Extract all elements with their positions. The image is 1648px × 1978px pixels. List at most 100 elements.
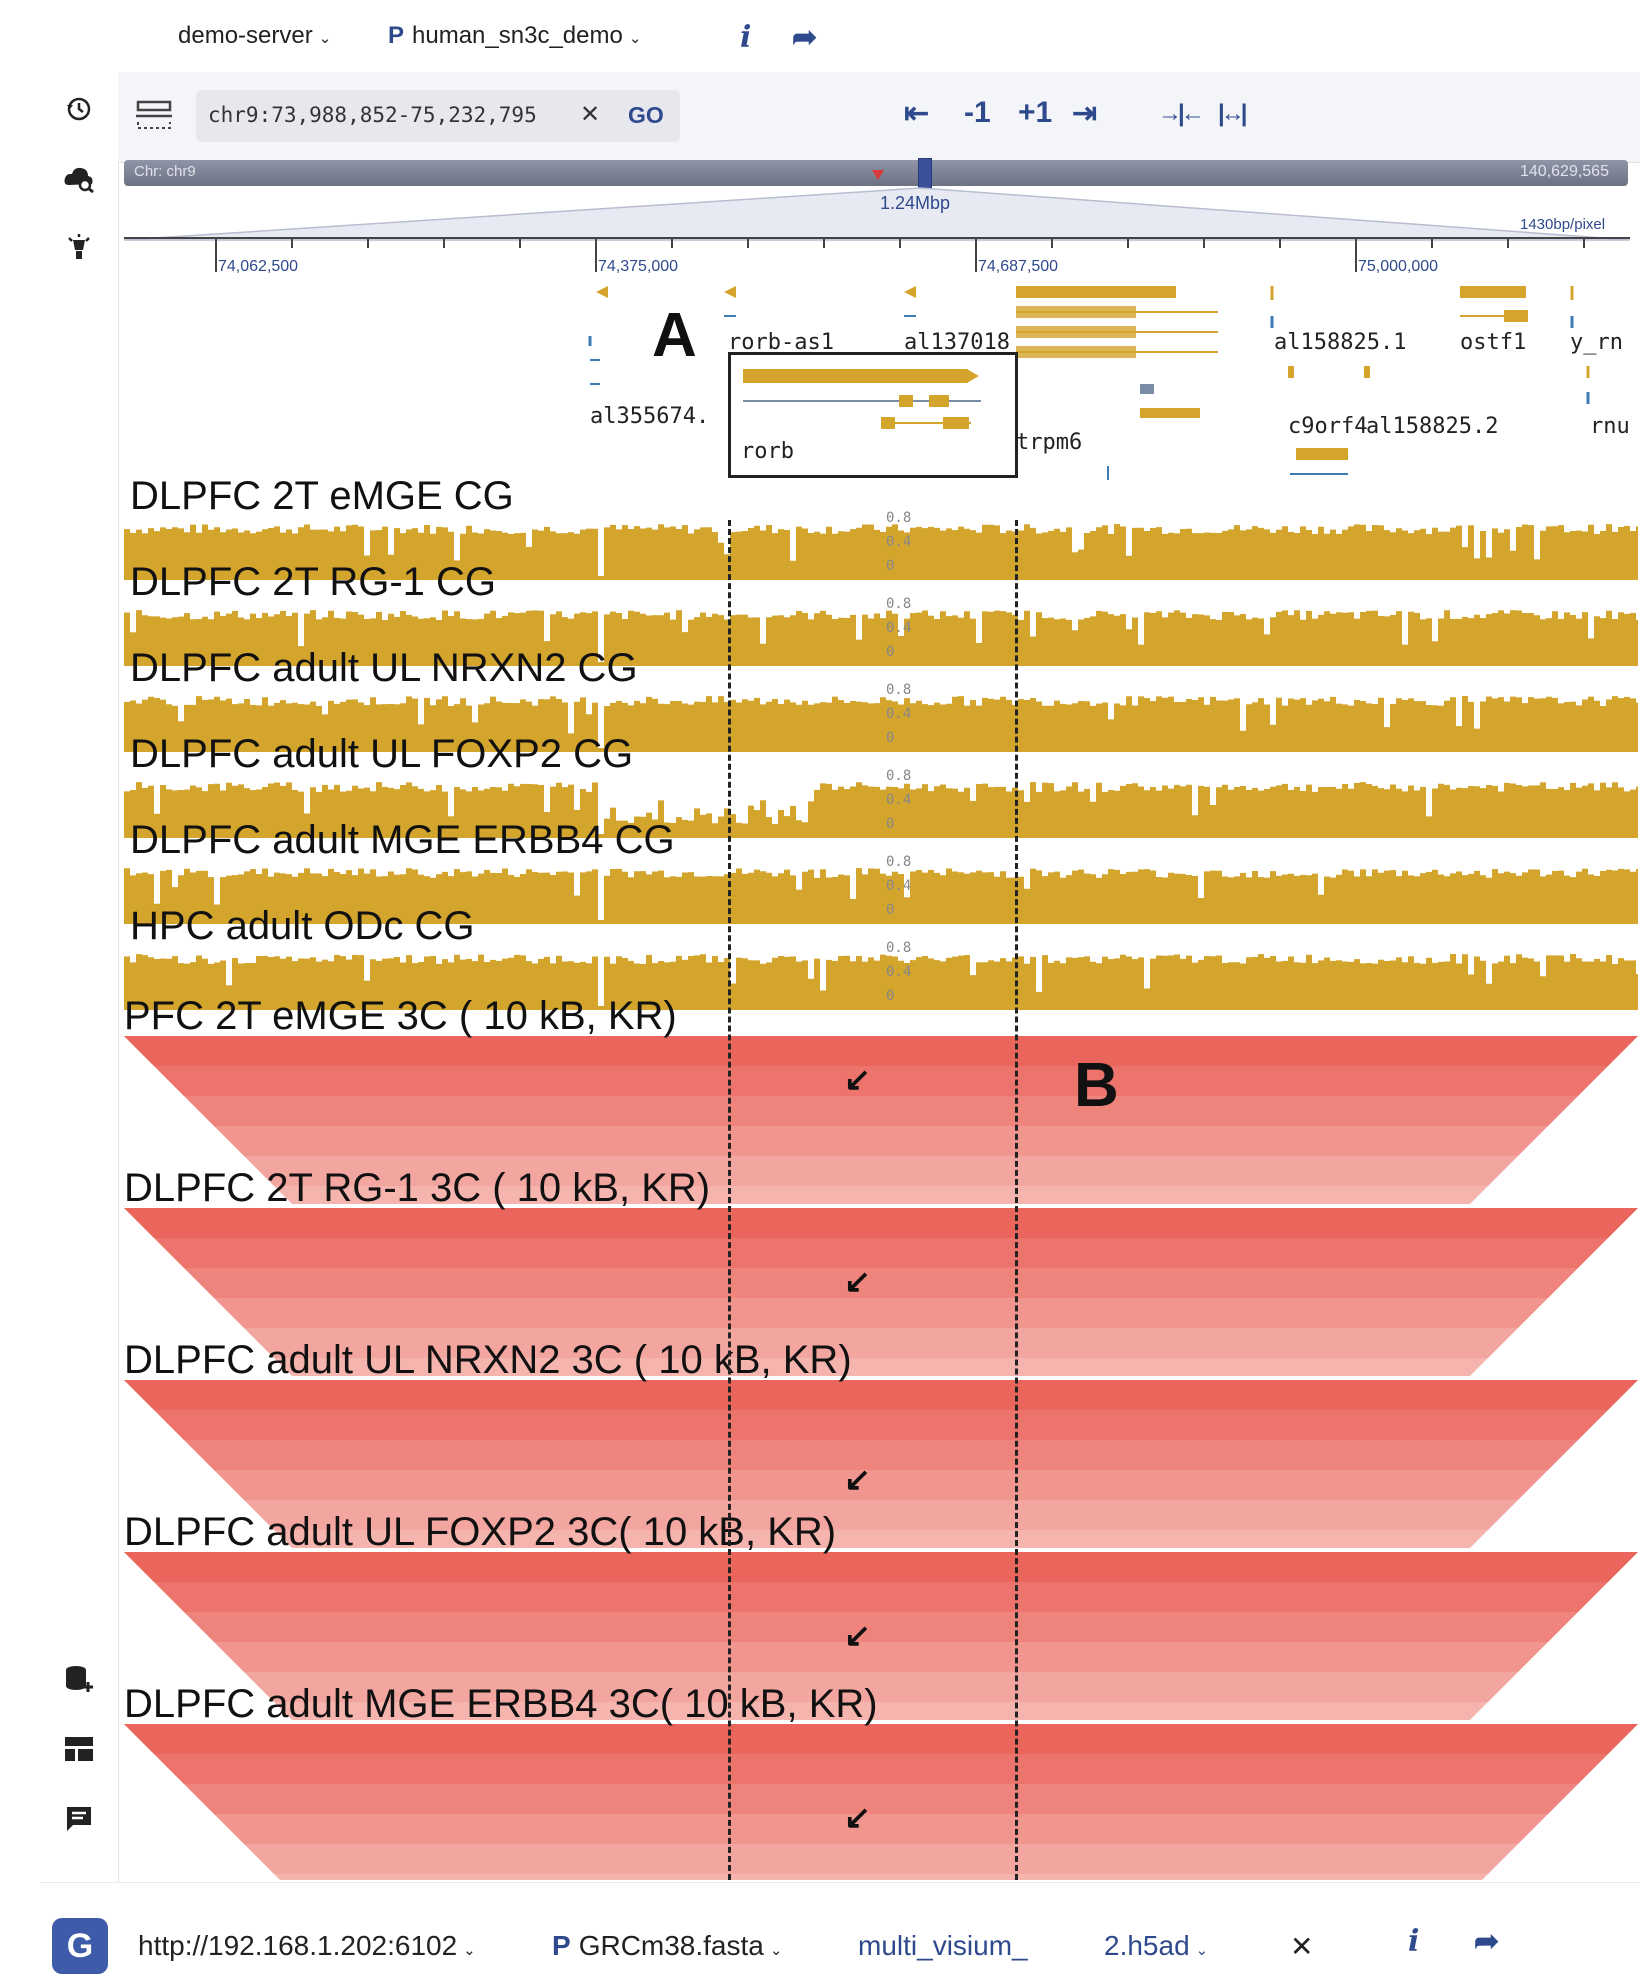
centromere-marker [872,170,884,180]
info-icon[interactable]: i [740,20,752,55]
hic-heatmap[interactable] [124,1552,1638,1720]
arrow-annotation-icon: ↙ [844,1617,871,1653]
methylation-track-label: DLPFC adult UL FOXP2 CG [130,732,634,776]
methylation-bars [124,696,1638,752]
methylation-track-label: DLPFC 2T RG-1 CG [130,560,496,604]
gene-label[interactable]: ostf1 [1460,330,1527,355]
history-icon[interactable] [62,92,96,126]
methylation-bars [124,954,1638,1010]
arrow-annotation-icon: ↙ [844,1461,871,1497]
hic-heatmap[interactable] [124,1380,1638,1548]
methylation-track-label: DLPFC adult MGE ERBB4 CG [130,818,675,862]
hic-heatmap[interactable] [124,1036,1638,1204]
project-prefix: P [388,22,405,49]
methylation-track-label: DLPFC adult UL NRXN2 CG [130,646,638,690]
jump-start-button[interactable]: ⇤ [904,97,930,130]
methylation-track[interactable] [124,610,1638,666]
chromosome-label: Chr: chr9 [134,163,196,180]
chevron-down-icon: ⌄ [628,30,642,47]
gene-label[interactable]: al158825.1 [1274,330,1407,355]
genome-name: GRCm38.fasta [578,1930,764,1961]
methylation-track-label: HPC adult ODc CG [130,904,475,948]
clear-dataset-button[interactable]: ✕ [1290,1931,1314,1962]
hic-track-label: DLPFC 2T RG-1 3C ( 10 kB, KR) [124,1166,711,1210]
zoom-out-button[interactable]: |↔| [1218,100,1248,127]
cloud-search-icon[interactable] [62,162,96,196]
locus-input-box[interactable] [196,90,680,142]
gene-label[interactable]: rnu [1590,414,1630,439]
methylation-bars [124,868,1638,924]
info-icon[interactable]: i [1408,1924,1420,1959]
layout-icon[interactable] [62,1732,96,1766]
server-url-selector[interactable]: http://192.168.1.202:6102 ⌄ [138,1930,476,1962]
axis-scale-label: 0 [886,558,895,574]
resolution-label: 1430bp/pixel [1520,216,1606,233]
arrow-annotation-icon: ↙ [844,1263,871,1299]
sidebar [40,72,119,1882]
rorb-highlight-box[interactable]: rorb [728,352,1018,478]
gene-label[interactable]: al137018 [904,330,1010,355]
locus-input[interactable]: chr9:73,988,852-75,232,795 [208,103,537,127]
methylation-track[interactable] [124,524,1638,580]
gene-label[interactable]: y_rn [1570,330,1623,355]
minus-one-button[interactable]: -1 [964,96,991,129]
gene-label[interactable]: al355674. [590,404,710,429]
dataset-name: 2.h5ad [1104,1930,1190,1961]
jump-end-button[interactable]: ⇥ [1072,97,1098,130]
span-label: 1.24Mbp [880,193,951,213]
rorb-gene-model [743,369,981,429]
axis-scale-label: 0 [886,816,895,832]
zoom-in-button[interactable]: →|← [1158,100,1205,127]
gene-track[interactable] [124,280,1634,500]
methylation-tracks [124,524,1638,1010]
axis-scale-label: 0.4 [886,620,912,636]
arrow-annotation-icon: ↙ [844,1061,871,1097]
methylation-track[interactable] [124,868,1638,924]
axis-scale-label: 0 [886,730,895,746]
axis-scale-label: 0.4 [886,792,912,808]
axis-scale-label: 0.8 [886,768,912,784]
dataset-link[interactable]: multi_visium_ [858,1930,1028,1961]
axis-scale-label: 0 [886,988,895,1004]
share-icon[interactable]: ➦ [792,20,818,55]
methylation-track[interactable] [124,954,1638,1010]
chevron-down-icon: ⌄ [1195,1942,1209,1959]
share-icon[interactable]: ➦ [1474,1924,1500,1959]
gene-label[interactable]: al158825.2 [1366,414,1499,439]
hic-heatmap[interactable] [124,1208,1638,1376]
gene-label-rorb: rorb [741,439,794,464]
bottom-bar [40,1882,1640,1978]
axis-scale-label: 0.8 [886,596,912,612]
gene-label[interactable]: trpm6 [1016,430,1083,455]
dataset-selector[interactable]: 2.h5ad ⌄ [1104,1930,1208,1962]
chevron-down-icon: ⌄ [769,1942,783,1959]
select-region-icon[interactable] [136,98,172,137]
hic-heatmap[interactable] [124,1724,1638,1880]
guide-line-right [1015,520,1018,1880]
database-add-icon[interactable] [62,1662,96,1696]
annotation-b: B [1074,1051,1119,1120]
axis-scale-label: 0 [886,644,895,660]
gene-label[interactable]: c9orf4 [1288,414,1368,439]
tick-label: 75,000,000 [1358,258,1439,275]
axis-scale-label: 0.4 [886,534,912,550]
lightbulb-icon[interactable] [62,232,96,266]
comment-icon[interactable] [62,1802,96,1836]
app-logo-icon: G [52,1918,108,1974]
genome-selector[interactable]: P GRCm38.fasta ⌄ [552,1930,782,1962]
hic-tracks [124,1036,1638,1880]
methylation-track[interactable] [124,696,1638,752]
hic-track-label: DLPFC adult MGE ERBB4 3C( 10 kB, KR) [124,1682,878,1726]
project-name: human_sn3c_demo [412,22,623,49]
gene-label[interactable]: rorb-as1 [728,330,834,355]
clear-locus-button[interactable]: ✕ [580,101,601,128]
plus-one-button[interactable]: +1 [1018,96,1053,129]
genome-prefix: P [552,1930,571,1961]
axis-scale-label: 0.4 [886,878,912,894]
go-button[interactable]: GO [628,102,664,128]
server-selector[interactable]: demo-server ⌄ [178,22,331,50]
methylation-track[interactable] [124,782,1638,838]
axis-scale-label: 0.4 [886,964,912,980]
